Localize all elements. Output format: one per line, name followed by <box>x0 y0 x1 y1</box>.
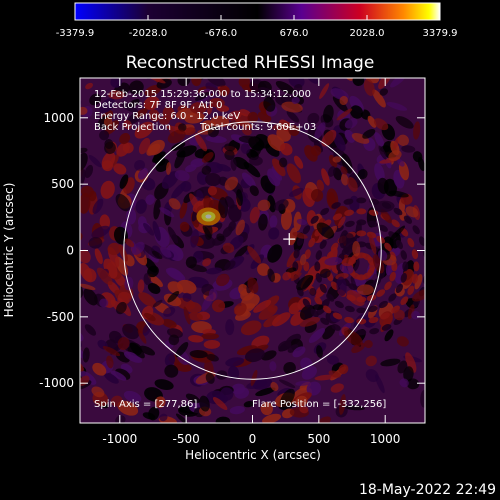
y-tick-label: -1000 <box>39 376 74 390</box>
colorbar-tick-labels: -3379.9 -2028.0 -676.0 676.0 2028.0 3379.9 <box>56 28 458 39</box>
timestamp: 18-May-2022 22:49 <box>359 482 496 498</box>
x-tick-label: 0 <box>249 432 257 446</box>
y-axis-label: Heliocentric Y (arcsec) <box>2 183 16 318</box>
colorbar-tick-label: -676.0 <box>205 28 237 39</box>
y-tick-label: 0 <box>66 244 74 258</box>
method-text: Back Projection <box>94 122 171 133</box>
y-tick-label: 500 <box>51 177 74 191</box>
colorbar-tick-label: -2028.0 <box>129 28 168 39</box>
y-axis-ticks: -1000 -500 0 500 1000 <box>39 111 425 390</box>
x-tick-label: 500 <box>307 432 330 446</box>
total-counts-text: Total counts: 9.60E+03 <box>199 122 316 133</box>
time-range-text: 12-Feb-2015 15:29:36.000 to 15:34:12.000 <box>94 89 311 100</box>
colorbar-ticks <box>74 15 441 20</box>
plot-title: Reconstructed RHESSI Image <box>126 53 375 73</box>
image-panel <box>80 78 425 423</box>
colorbar-tick-label: 2028.0 <box>350 28 385 39</box>
colorbar-tick-label: -3379.9 <box>56 28 95 39</box>
solar-limb <box>123 121 382 380</box>
flare-position-text: Flare Position = [-332,256] <box>252 399 386 410</box>
colorbar <box>74 2 441 21</box>
x-axis-label: Heliocentric X (arcsec) <box>185 448 321 462</box>
detectors-text: Detectors: 7F 8F 9F, Att 0 <box>94 100 222 111</box>
x-axis-ticks: -1000 -500 0 500 1000 <box>102 78 400 446</box>
colorbar-tick-label: 676.0 <box>280 28 309 39</box>
energy-range-text: Energy Range: 6.0 - 12.0 keV <box>94 111 240 122</box>
y-tick-label: -500 <box>47 310 74 324</box>
y-tick-label: 1000 <box>43 111 74 125</box>
x-tick-label: -500 <box>173 432 200 446</box>
x-tick-label: -1000 <box>102 432 137 446</box>
spin-axis-text: Spin Axis = [277,86] <box>94 399 197 410</box>
spin-axis-marker <box>283 233 296 246</box>
colorbar-tick-label: 3379.9 <box>423 28 458 39</box>
x-tick-label: 1000 <box>370 432 401 446</box>
